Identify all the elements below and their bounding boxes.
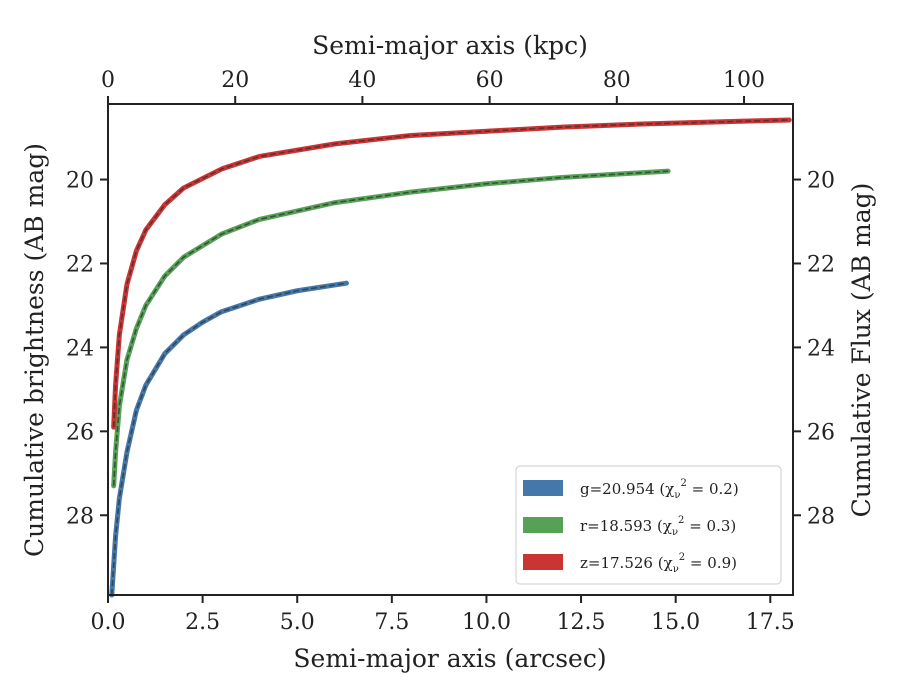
legend-swatch-r: [523, 517, 563, 533]
legend-label-r-chi-sup: 2: [678, 515, 684, 526]
y-tick-label-right: 24: [807, 336, 835, 361]
x-tick-label-bottom: 0.0: [91, 610, 126, 635]
legend-swatch-z: [523, 554, 563, 570]
series-model-line-g: [110, 282, 347, 596]
x-tick-label-top: 0: [101, 68, 115, 93]
legend: g=20.954 (χν2 = 0.2) r=18.593 (χν2 = 0.3…: [515, 465, 782, 585]
legend-label-z-chi-eq: =: [685, 554, 707, 572]
y-tick-label-right: 26: [807, 420, 835, 445]
y-axis-title-left: Cumulative brightness (AB mag): [20, 143, 49, 557]
legend-label-g-main: g=20.954: [580, 480, 655, 498]
legend-label-g-chi-sub: ν: [674, 490, 680, 501]
legend-label-g-chi-sup: 2: [680, 478, 686, 489]
legend-label-g-chi-open: (χ: [655, 480, 675, 498]
legend-label-r-chi-eq: =: [684, 517, 706, 535]
x-tick-label-top: 20: [221, 68, 249, 93]
x-tick-label-bottom: 15.0: [651, 610, 700, 635]
legend-label-r: r=18.593 (χν2 = 0.3): [580, 515, 736, 538]
legend-label-z-chi-open: (χ: [653, 554, 673, 572]
legend-label-g-close: ): [733, 480, 739, 498]
legend-label-z-chi: 0.9: [707, 554, 731, 572]
y-tick-label-left: 24: [66, 336, 94, 361]
legend-entry-g: g=20.954 (χν2 = 0.2): [523, 478, 739, 501]
x-tick-label-bottom: 7.5: [374, 610, 409, 635]
legend-label-r-chi-sub: ν: [672, 527, 678, 538]
legend-label-r-chi: 0.3: [707, 517, 731, 535]
plot-frame: [107, 103, 794, 596]
legend-label-r-chi-open: (χ: [652, 517, 672, 535]
legend-label-z-chi-sup: 2: [679, 552, 685, 563]
x-tick-label-top: 40: [348, 68, 376, 93]
legend-swatch-g: [523, 480, 563, 496]
x-tick-label-bottom: 17.5: [746, 610, 795, 635]
legend-label-g: g=20.954 (χν2 = 0.2): [580, 478, 739, 501]
y-tick-label-left: 22: [66, 252, 94, 277]
series-layer: [109, 117, 792, 598]
y-axis-title-right: Cumulative Flux (AB mag): [847, 183, 876, 518]
legend-entry-z: z=17.526 (χν2 = 0.9): [523, 552, 737, 575]
y-tick-label-left: 20: [66, 169, 94, 194]
x-tick-label-bottom: 12.5: [557, 610, 606, 635]
x-axis-title-top: Semi-major axis (kpc): [312, 31, 588, 60]
legend-label-z-main: z=17.526: [580, 554, 653, 572]
y-tick-label-right: 28: [807, 504, 835, 529]
legend-label-z: z=17.526 (χν2 = 0.9): [580, 552, 737, 575]
x-tick-label-top: 60: [476, 68, 504, 93]
y-tick-label-left: 26: [66, 420, 94, 445]
series-model-line-r: [112, 170, 669, 486]
legend-frame: [515, 465, 782, 585]
legend-label-g-chi-eq: =: [687, 480, 709, 498]
series-model-line-z: [112, 119, 790, 428]
y-tick-label-right: 20: [807, 169, 835, 194]
ticks-layer: 0.0 2.5 5.0 7.5 10.0 12.5 15.0 17.5 0 20 40 60 80 100…: [66, 68, 835, 635]
legend-entry-r: r=18.593 (χν2 = 0.3): [523, 515, 736, 538]
legend-label-z-chi-sub: ν: [673, 564, 679, 575]
legend-label-z-close: ): [731, 554, 737, 572]
x-tick-label-top: 80: [603, 68, 631, 93]
x-tick-label-top: 100: [723, 68, 765, 93]
legend-label-r-close: ): [730, 517, 736, 535]
x-tick-label-bottom: 10.0: [462, 610, 511, 635]
x-tick-label-bottom: 2.5: [185, 610, 220, 635]
x-tick-label-bottom: 5.0: [280, 610, 315, 635]
x-axis-title-bottom: Semi-major axis (arcsec): [293, 644, 606, 673]
y-tick-label-left: 28: [66, 504, 94, 529]
legend-label-r-main: r=18.593: [580, 517, 652, 535]
y-tick-label-right: 22: [807, 252, 835, 277]
legend-label-g-chi: 0.2: [709, 480, 733, 498]
